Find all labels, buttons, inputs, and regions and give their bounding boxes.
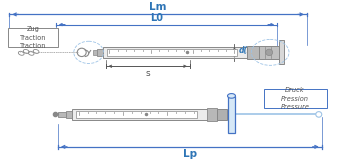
Text: Lm: Lm [149, 2, 167, 12]
Bar [76, 111, 197, 118]
FancyBboxPatch shape [8, 28, 58, 47]
Bar [93, 50, 97, 55]
Text: Zug
Traction
Traction: Zug Traction Traction [20, 26, 46, 49]
Bar [58, 112, 66, 117]
Bar [247, 46, 259, 59]
Text: Druck
Pression
Pressure: Druck Pression Pressure [280, 87, 310, 110]
Bar [66, 111, 72, 118]
Bar [227, 96, 236, 133]
Text: Lp: Lp [183, 149, 197, 159]
FancyBboxPatch shape [264, 89, 327, 108]
Bar [207, 108, 217, 121]
Circle shape [316, 112, 322, 117]
Text: s: s [145, 69, 150, 79]
Text: L0: L0 [150, 13, 163, 23]
Ellipse shape [227, 94, 236, 98]
Text: d(Ø): d(Ø) [238, 46, 257, 55]
Bar [72, 109, 209, 120]
Bar [106, 49, 237, 56]
Bar [259, 46, 279, 59]
Circle shape [266, 49, 273, 56]
Bar [97, 49, 103, 56]
Bar [279, 40, 284, 64]
Bar [103, 47, 251, 58]
Bar [217, 109, 226, 120]
